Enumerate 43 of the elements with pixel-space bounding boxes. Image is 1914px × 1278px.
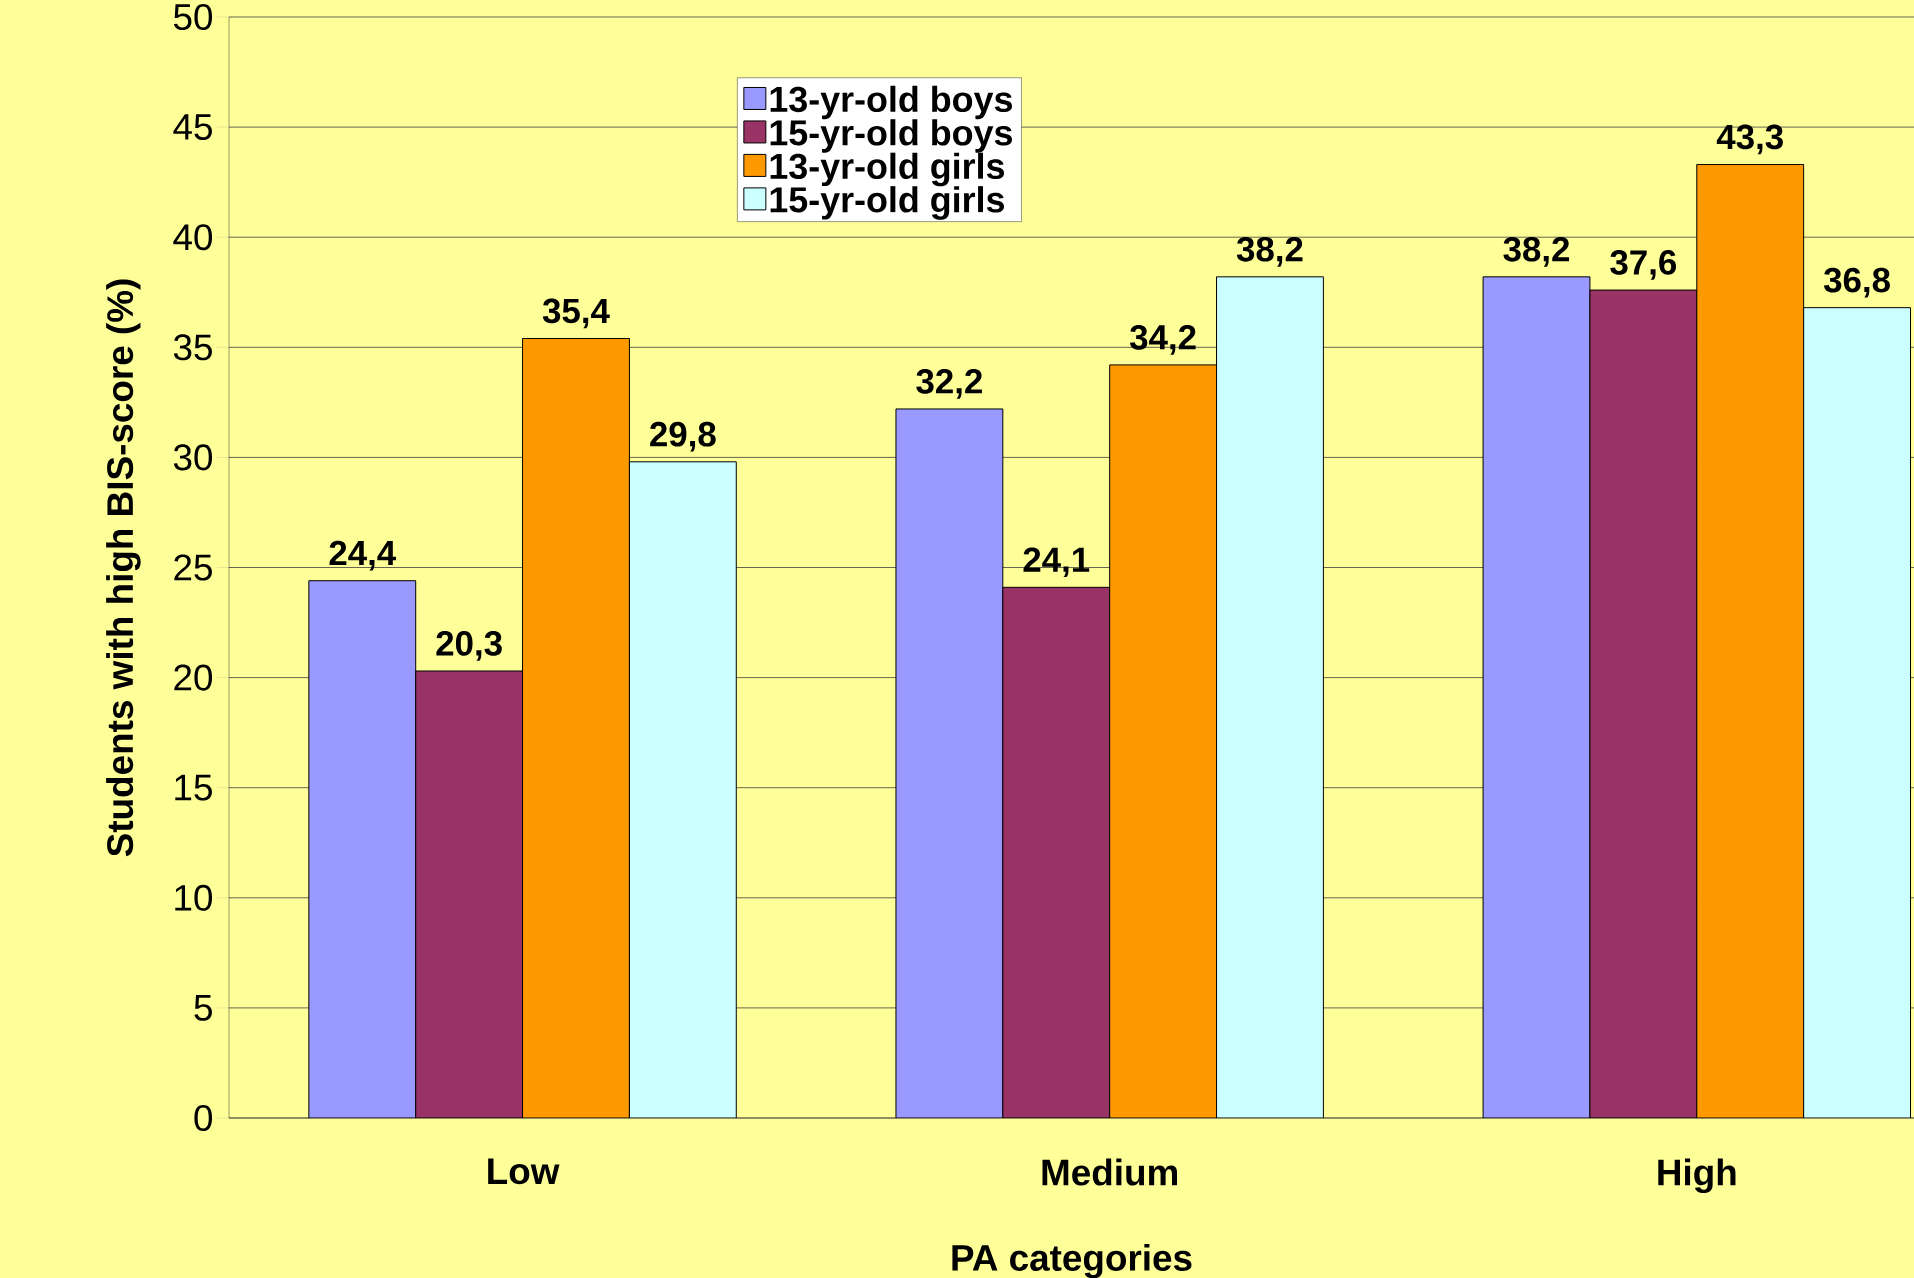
bar bbox=[415, 670, 524, 1118]
x-tick-label: Low bbox=[488, 1158, 560, 1185]
legend-label: 15-yr-old girls bbox=[770, 186, 1005, 220]
data-label: 43,3 bbox=[1716, 124, 1783, 155]
bar bbox=[1803, 307, 1911, 1118]
bar bbox=[522, 337, 630, 1118]
y-tick-label: 30 bbox=[173, 444, 213, 471]
y-tick-label: 0 bbox=[194, 1104, 213, 1132]
y-tick-label: 35 bbox=[173, 334, 212, 361]
data-label: 37,6 bbox=[1610, 250, 1677, 280]
y-tick-label: 15 bbox=[175, 774, 212, 801]
x-tick-label: High bbox=[1658, 1158, 1736, 1194]
bar bbox=[895, 408, 1004, 1118]
bar bbox=[628, 461, 737, 1118]
y-tick-label: 45 bbox=[173, 114, 212, 140]
y-tick-label: 20 bbox=[174, 664, 213, 691]
bar bbox=[1589, 289, 1698, 1118]
data-label: 32,2 bbox=[916, 369, 982, 399]
data-label: 36,8 bbox=[1823, 267, 1890, 298]
y-tick-label: 5 bbox=[194, 995, 212, 1021]
bar bbox=[1216, 276, 1324, 1118]
y-tick-label: 10 bbox=[175, 884, 213, 911]
y-tick-label: 25 bbox=[174, 554, 212, 581]
data-label: 29,8 bbox=[650, 421, 716, 452]
x-tick-label: Medium bbox=[1042, 1158, 1178, 1186]
legend-label: 15-yr-old boys bbox=[770, 119, 1012, 153]
data-label: 35,4 bbox=[542, 298, 610, 329]
bar bbox=[1109, 364, 1218, 1118]
bar bbox=[1696, 164, 1805, 1118]
legend-label: 13-yr-old boys bbox=[770, 85, 1012, 120]
data-label: 20,3 bbox=[436, 631, 502, 661]
y-tick-label: 40 bbox=[173, 224, 213, 251]
data-label: 24,4 bbox=[329, 540, 397, 571]
bar bbox=[1482, 276, 1591, 1118]
y-tick-label: 50 bbox=[173, 3, 213, 31]
bar bbox=[1002, 586, 1111, 1118]
data-label: 34,2 bbox=[1129, 324, 1196, 355]
data-label: 38,2 bbox=[1503, 236, 1570, 267]
legend-label: 13-yr-old girls bbox=[770, 152, 1005, 187]
bar bbox=[308, 580, 417, 1118]
data-label: 38,2 bbox=[1236, 236, 1303, 267]
y-axis-title: Students with high BIS-score (%) bbox=[106, 279, 141, 857]
x-axis-title: PA categories bbox=[952, 1243, 1192, 1278]
